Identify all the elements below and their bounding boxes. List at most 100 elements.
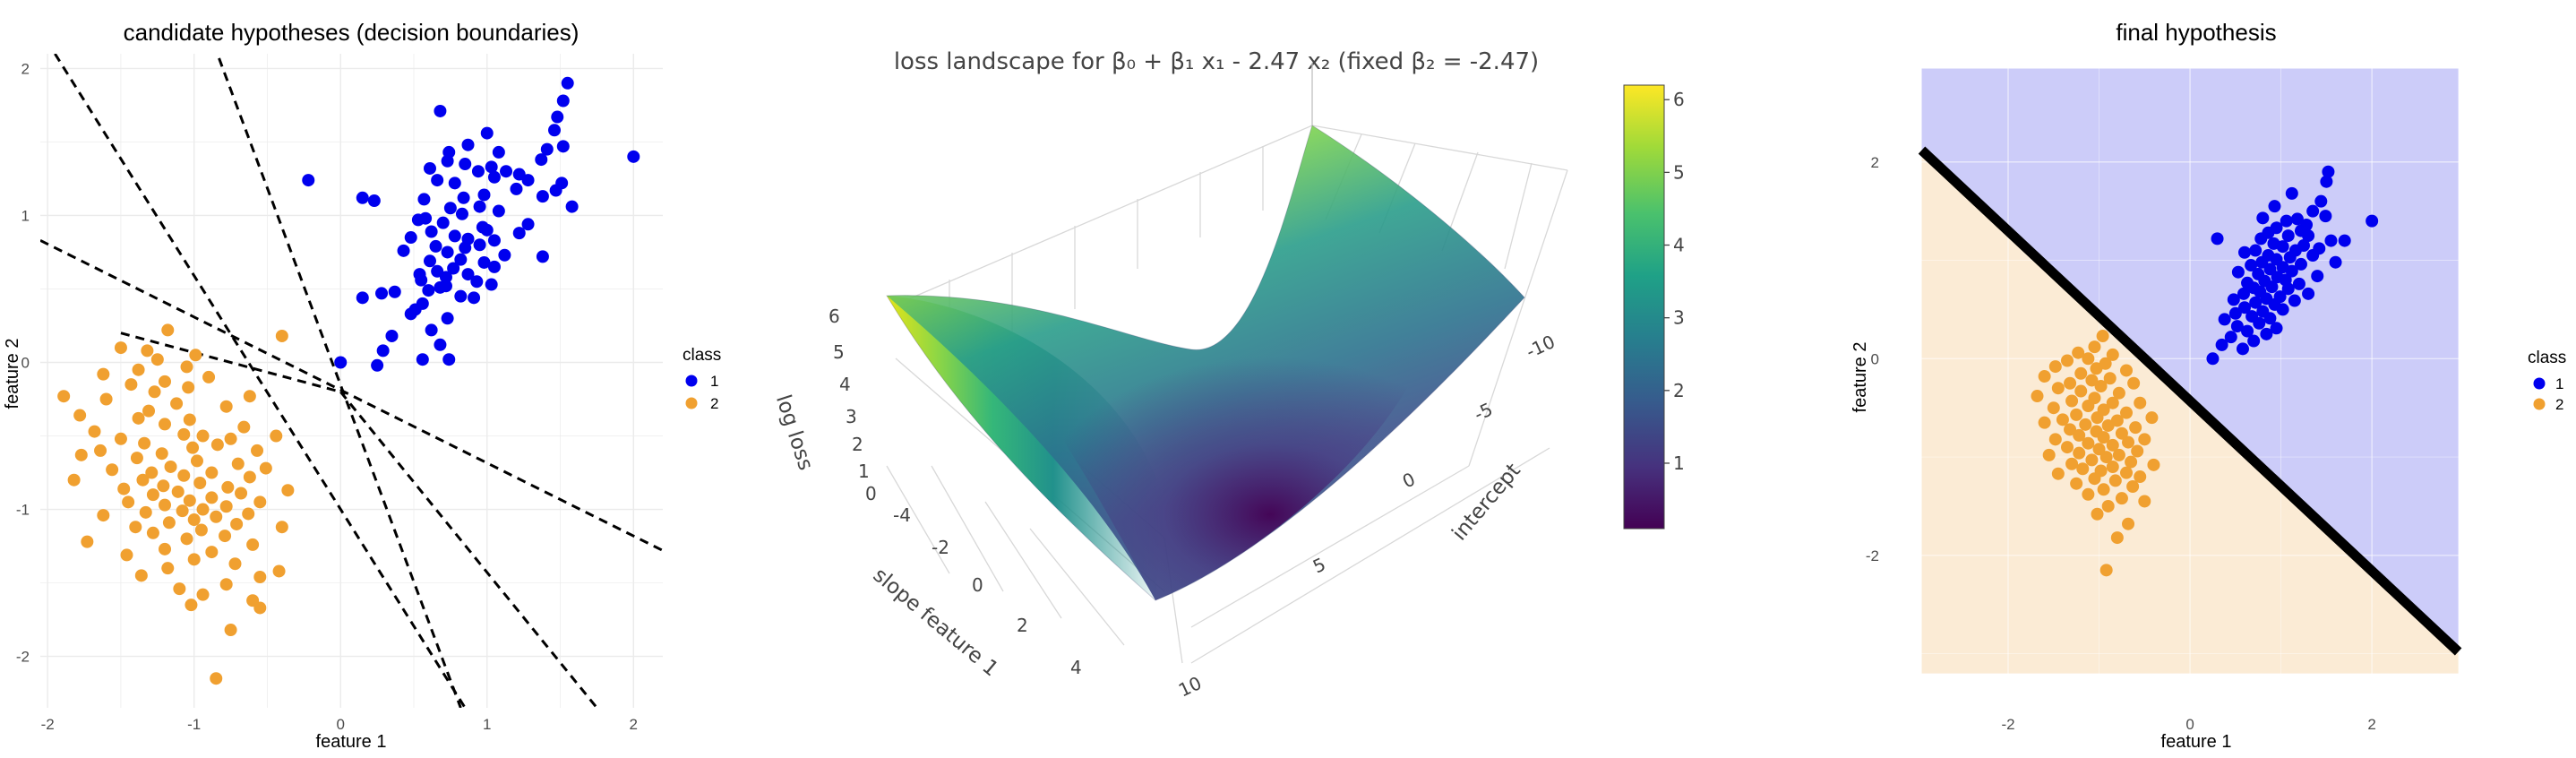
data-point-class-2 (141, 344, 154, 357)
data-point-class-2 (2073, 428, 2086, 442)
data-point-class-2 (120, 548, 133, 562)
candidate-boundary-line (339, 391, 598, 708)
data-point-class-1 (397, 244, 410, 257)
data-point-class-2 (224, 624, 237, 637)
data-point-class-2 (2106, 438, 2119, 452)
data-point-class-2 (2082, 487, 2095, 501)
data-point-class-2 (2038, 416, 2051, 429)
data-point-class-1 (2228, 306, 2242, 320)
data-point-class-1 (549, 184, 562, 197)
data-point-class-2 (117, 482, 131, 495)
data-point-class-2 (253, 601, 267, 615)
data-point-class-2 (2070, 408, 2083, 421)
data-point-class-1 (2338, 234, 2351, 247)
data-point-class-1 (2245, 259, 2258, 272)
p2-z-tick-5: 5 (833, 341, 845, 363)
data-point-class-2 (183, 494, 196, 507)
data-point-class-1 (2270, 322, 2283, 335)
data-point-class-2 (145, 466, 159, 479)
data-point-class-1 (512, 227, 526, 240)
data-point-class-2 (2106, 348, 2119, 361)
data-point-class-1 (477, 255, 491, 269)
data-point-class-2 (106, 463, 119, 477)
data-point-class-2 (2099, 564, 2113, 577)
data-point-class-1 (457, 191, 470, 204)
data-point-class-2 (2061, 354, 2074, 367)
p2-colorbar-ticks: 1 2 3 4 5 6 (1664, 89, 1685, 474)
data-point-class-2 (150, 353, 164, 366)
data-point-class-2 (177, 469, 191, 482)
data-point-class-2 (228, 557, 242, 571)
data-point-class-2 (2051, 382, 2065, 395)
data-point-class-2 (114, 341, 127, 355)
y-tick-label: 0 (21, 354, 30, 371)
data-point-class-1 (2306, 249, 2320, 263)
y-tick-label: 2 (1871, 154, 1879, 171)
data-point-class-2 (2038, 370, 2051, 383)
data-point-class-1 (2292, 277, 2306, 290)
p1-legend-key-1 (685, 375, 698, 387)
p1-title: candidate hypotheses (decision boundarie… (124, 19, 580, 46)
data-point-class-1 (441, 245, 454, 259)
p2-z-axis-label: log loss (771, 392, 818, 474)
data-point-class-2 (186, 441, 200, 454)
data-point-class-1 (385, 329, 399, 342)
data-point-class-1 (422, 284, 435, 297)
data-point-class-1 (473, 238, 486, 252)
data-point-class-1 (510, 182, 523, 195)
data-point-class-1 (447, 262, 460, 275)
data-point-class-2 (2112, 386, 2125, 400)
data-point-class-2 (2088, 472, 2101, 486)
data-point-class-2 (159, 418, 171, 431)
data-point-class-1 (2329, 255, 2342, 269)
data-point-class-1 (2227, 293, 2240, 306)
data-point-class-1 (2306, 204, 2320, 218)
p2-x-tick-1: -2 (932, 537, 949, 558)
data-point-class-1 (459, 158, 472, 171)
data-point-class-1 (454, 253, 468, 266)
p3-tick-labels: -2 0 2 -2 0 2 (1866, 154, 2376, 733)
colorbar-tick-label: 6 (1673, 89, 1685, 110)
data-point-class-2 (2056, 413, 2069, 426)
data-point-class-1 (2320, 175, 2333, 188)
data-point-class-1 (2215, 338, 2228, 351)
p3-legend: class 1 2 (2528, 349, 2566, 413)
data-point-class-2 (243, 390, 256, 403)
data-point-class-2 (142, 404, 156, 418)
data-point-class-2 (94, 444, 107, 457)
data-point-class-2 (275, 521, 288, 534)
data-point-class-2 (251, 444, 264, 457)
x-tick-label: -1 (187, 716, 201, 733)
data-point-class-1 (540, 142, 554, 156)
data-point-class-1 (535, 153, 548, 167)
p2-y-tick-neg5: -5 (1471, 398, 1496, 425)
data-point-class-2 (253, 495, 267, 509)
data-point-class-2 (2092, 443, 2106, 456)
data-point-class-1 (2249, 244, 2263, 257)
data-point-class-2 (2110, 531, 2124, 545)
data-point-class-2 (2051, 467, 2065, 480)
data-point-class-2 (2064, 423, 2077, 436)
p2-surface-minimum (1003, 314, 1433, 600)
data-point-class-2 (157, 479, 170, 493)
data-point-class-2 (88, 425, 101, 438)
data-point-class-1 (371, 358, 384, 372)
data-point-class-2 (155, 447, 168, 461)
p2-x-axis: -4 -2 0 2 4 slope feature 1 (869, 504, 1082, 681)
p2-surface (886, 63, 1525, 601)
data-point-class-1 (627, 150, 640, 163)
data-point-class-2 (2106, 396, 2119, 409)
data-point-class-1 (334, 356, 348, 369)
x-tick-label: -2 (2001, 716, 2014, 733)
data-point-class-1 (2285, 186, 2298, 200)
data-point-class-1 (498, 248, 511, 262)
p1-legend-title: class (683, 346, 721, 365)
data-point-class-1 (2241, 324, 2254, 338)
colorbar-tick-label: 4 (1673, 235, 1685, 256)
p2-colorbar: 1 2 3 4 5 6 (1623, 84, 1685, 530)
p3-x-axis-label: feature 1 (2161, 732, 2232, 752)
data-point-class-2 (139, 505, 152, 519)
final-boundary-line (1918, 146, 2462, 656)
data-point-class-2 (2097, 483, 2110, 496)
data-point-class-1 (2249, 296, 2263, 309)
